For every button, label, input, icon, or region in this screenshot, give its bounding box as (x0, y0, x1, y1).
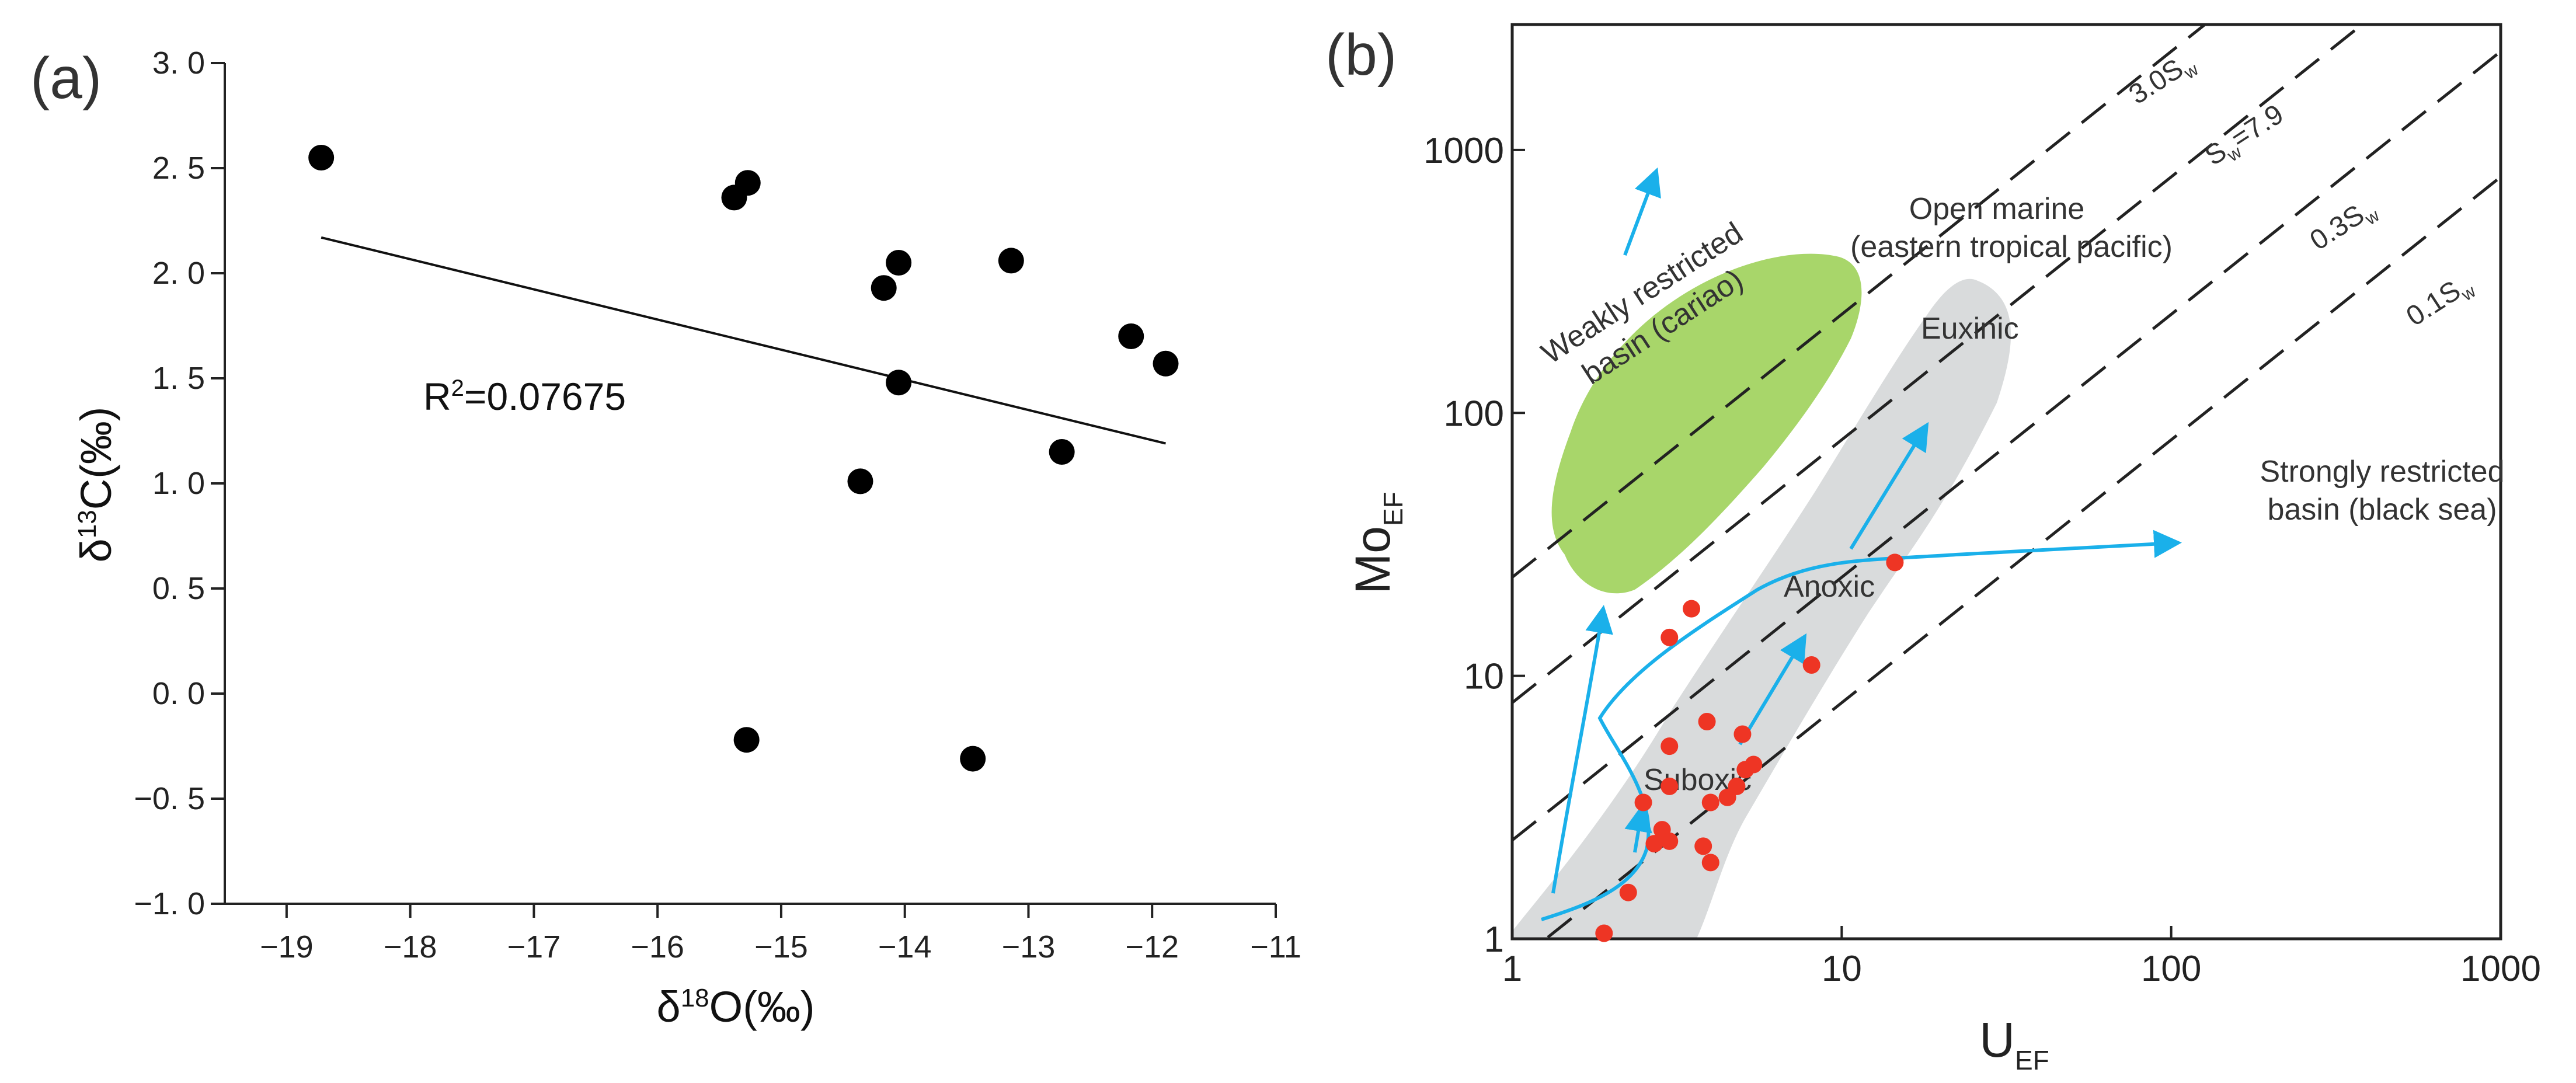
data-point (1728, 777, 1746, 795)
data-point (1694, 837, 1712, 855)
a-y-ticks: −1. 0 −0. 5 0. 0 0. 5 1. 0 1. 5 2. 0 2. 5 3. 0 (134, 46, 225, 921)
panel-b-label: (b) (1325, 22, 1397, 88)
data-point (871, 275, 897, 301)
a-x-ticks: −19 −18 −17 −16 −15 −14 −13 −12 −11 (260, 904, 1301, 964)
trendline (321, 236, 1167, 445)
suboxic-trend-arrow (1624, 803, 1652, 853)
panel-a: (a) −1. 0 −0. 5 0. 0 0. 5 1. 0 1. 5 2. 0 2. 5 3.… (30, 46, 1301, 1031)
b-y-axis-title: MoEF (1345, 492, 1408, 594)
ref-label-sw79: Sw=7.9 (2199, 99, 2292, 176)
data-point (1645, 835, 1663, 853)
data-point (1701, 793, 1719, 812)
b-x-tick-label: 1 (1502, 949, 1522, 989)
data-point (1049, 439, 1075, 465)
panel-a-label: (a) (30, 46, 102, 111)
a-y-axis-title: δ13C(‰) (72, 407, 120, 563)
data-point (1153, 350, 1179, 377)
anoxic-trend-arrow (1738, 633, 1807, 746)
a-y-tick-label: 1. 0 (152, 466, 205, 501)
data-point (1661, 777, 1679, 795)
data-point (1733, 725, 1752, 743)
b-x-tick-label: 10 (1822, 949, 1862, 989)
a-y-tick-label: −0. 5 (134, 781, 205, 816)
data-point (886, 370, 912, 396)
anoxic-label: Anoxic (1784, 570, 1875, 604)
ref-label-03sw: 0.3Sw (2305, 192, 2383, 260)
reference-line (1543, 176, 2501, 939)
data-point (1683, 600, 1701, 618)
b-x-axis-title: UEF (1979, 1012, 2049, 1075)
data-point (1886, 553, 1904, 572)
a-y-tick-label: 1. 5 (152, 361, 205, 396)
data-point (1701, 854, 1719, 872)
a-x-tick-label: −17 (507, 929, 561, 964)
euxinic-trend-arrow (1849, 422, 1929, 550)
data-point (1802, 656, 1820, 674)
panel-b: (b) 1 10 100 1000 1 10 100 1000 3.0Sw Sw=7.9 0… (1325, 22, 2541, 1075)
a-y-tick-label: 3. 0 (152, 46, 205, 81)
data-point (1661, 832, 1679, 850)
b-frame (1510, 23, 2502, 941)
trend-arrows (1541, 167, 2182, 921)
a-x-tick-label: −12 (1125, 929, 1179, 964)
reference-line-labels: 3.0Sw Sw=7.9 0.3Sw 0.1Sw (2124, 46, 2479, 336)
reference-line (1512, 25, 2208, 579)
data-point (1595, 924, 1613, 942)
data-point (1619, 883, 1637, 901)
open-marine-label-line1: Open marine (1909, 192, 2085, 226)
data-point (1698, 712, 1716, 730)
a-y-tick-label: −1. 0 (134, 886, 205, 921)
b-y-ticks: 1 10 100 1000 (1423, 131, 1525, 960)
b-x-tick-label: 1000 (2460, 949, 2541, 989)
r-squared-annotation: R2=0.07675 (423, 375, 626, 418)
b-y-tick-label: 1000 (1423, 131, 1504, 171)
b-x-tick-label: 100 (2141, 949, 2201, 989)
b-x-ticks: 1 10 100 1000 (1502, 926, 2541, 989)
main-trend-arrow (1541, 530, 2182, 921)
data-point (1634, 793, 1652, 812)
a-x-tick-label: −19 (260, 929, 314, 964)
a-y-tick-label: 2. 0 (152, 256, 205, 291)
a-x-tick-label: −13 (1002, 929, 1056, 964)
a-x-tick-label: −16 (631, 929, 684, 964)
weakly-restricted-trend-arrow (1551, 605, 1613, 894)
data-point (960, 746, 986, 772)
data-point (1661, 737, 1679, 755)
a-x-tick-label: −15 (754, 929, 808, 964)
reference-line (1512, 25, 2365, 704)
open-marine-label-line2: (eastern tropical pacific) (1850, 230, 2173, 264)
data-point (886, 250, 912, 276)
a-y-tick-label: 0. 0 (152, 676, 205, 711)
b-y-tick-label: 10 (1464, 657, 1504, 697)
reference-lines (1512, 25, 2501, 939)
b-points (1595, 553, 1904, 942)
euxinic-region (1512, 278, 2011, 939)
data-point (1118, 323, 1144, 349)
data-point (734, 170, 761, 196)
ref-label-01sw: 0.1Sw (2401, 268, 2479, 336)
data-point (1661, 628, 1679, 646)
data-point (847, 468, 873, 495)
a-points (308, 145, 1179, 772)
a-x-axis-title: δ18O(‰) (656, 983, 814, 1031)
reference-line (1512, 50, 2501, 842)
a-x-tick-label: −14 (878, 929, 932, 964)
data-point (998, 248, 1024, 274)
strongly-restricted-label-line1: Strongly restricted (2260, 455, 2504, 489)
b-y-tick-label: 1 (1484, 920, 1504, 960)
euxinic-label: Euxinic (1921, 312, 2019, 346)
a-x-tick-label: −18 (384, 929, 437, 964)
data-point (1745, 755, 1763, 774)
strongly-restricted-label-line2: basin (black sea) (2267, 493, 2497, 527)
data-point (733, 727, 760, 753)
a-y-tick-label: 0. 5 (152, 571, 205, 606)
a-y-tick-label: 2. 5 (152, 151, 205, 186)
a-x-tick-label: −11 (1250, 929, 1301, 964)
cariao-trend-arrow (1623, 167, 1661, 256)
data-point (308, 145, 335, 170)
b-y-tick-label: 100 (1444, 393, 1504, 434)
